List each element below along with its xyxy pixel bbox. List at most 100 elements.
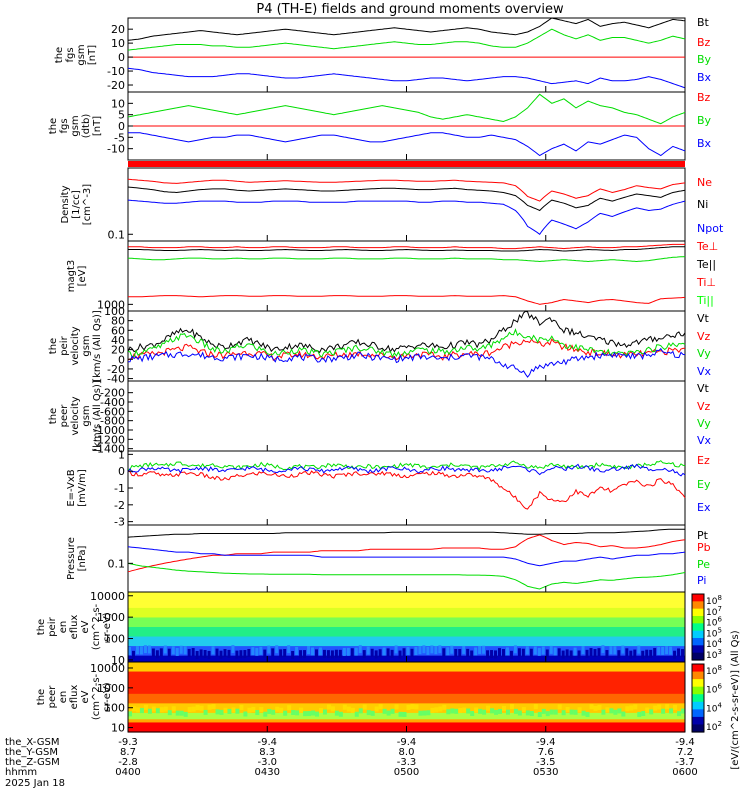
spectrogram-peer_en_eflux xyxy=(128,662,686,733)
spectrogram-speck xyxy=(454,708,459,714)
spectrogram-speck xyxy=(131,650,135,659)
spectrogram-speck xyxy=(442,648,446,657)
spectrogram-speck xyxy=(422,645,426,654)
spectrogram-speck xyxy=(271,709,276,715)
y-axis-label: Pressure[nPa] xyxy=(66,537,88,580)
spectrogram-speck xyxy=(215,648,219,657)
orbit-value: 7.6 xyxy=(538,747,554,758)
spectrogram-speck xyxy=(318,647,322,656)
spectrogram-speck xyxy=(143,704,148,710)
spectrogram-speck xyxy=(179,645,183,654)
colorbar-tick-base: 10 xyxy=(706,667,718,677)
spectrogram-speck xyxy=(330,650,334,659)
orbit-value: -9.4 xyxy=(257,737,277,748)
spectrogram-speck xyxy=(219,650,223,659)
spectrogram-speck xyxy=(338,711,343,717)
spectrogram-speck xyxy=(621,645,625,654)
spectrogram-speck xyxy=(649,709,654,715)
spectrogram-band xyxy=(128,697,685,701)
panel-frame xyxy=(127,167,686,242)
spectrogram-speck xyxy=(143,645,147,654)
y-axis-label: thepeerenefluxeV(cm^2-s-sr-eV) xyxy=(36,673,113,720)
spectrogram-speck xyxy=(402,648,406,657)
colorbar-band xyxy=(692,716,704,726)
series-line-peir_velocity-Vx xyxy=(128,347,686,378)
spectrogram-band xyxy=(128,693,685,698)
spectrogram-band xyxy=(128,677,685,682)
colorbar-band xyxy=(692,724,704,733)
spectrogram-band xyxy=(128,639,685,644)
y-axis-label-line: [eV] xyxy=(77,266,88,287)
spectrogram-speck xyxy=(299,650,303,659)
spectrogram-speck xyxy=(553,709,558,715)
legend-pressure-Pi: Pi xyxy=(697,574,706,587)
legend-pressure-Pb: Pb xyxy=(697,541,711,554)
spectrogram-speck xyxy=(609,646,613,655)
spectrogram-band xyxy=(128,716,685,720)
spectrogram-speck xyxy=(223,707,228,713)
spectrogram-speck xyxy=(513,708,518,714)
spectrogram-band xyxy=(128,595,685,599)
spectrogram-speck xyxy=(243,711,248,717)
spectrogram-speck xyxy=(541,708,546,714)
y-axis-label-line: en xyxy=(58,621,69,634)
orbit-value: 8.0 xyxy=(399,747,415,758)
spectrogram-speck xyxy=(231,645,235,654)
spectrogram-speck xyxy=(585,649,589,658)
spectrogram-speck xyxy=(601,709,606,715)
spectrogram-speck xyxy=(211,704,216,710)
spectrogram-band xyxy=(128,722,685,727)
spectrogram-speck xyxy=(541,646,545,655)
legend-fgs_gsm_detail-By: By xyxy=(697,114,712,127)
spectrogram-speck xyxy=(645,707,650,713)
legend-pressure-Pt: Pt xyxy=(697,529,709,542)
panel-frame xyxy=(127,310,686,382)
panel-frame xyxy=(127,380,686,452)
spectrogram-speck xyxy=(163,706,168,712)
y-tick-label: 10 xyxy=(111,654,125,667)
colorbar-tick-label: 103 xyxy=(706,648,722,661)
colorbar-band xyxy=(692,701,704,710)
y-axis-label-line: the xyxy=(36,689,47,705)
spectrogram-speck xyxy=(330,706,335,712)
y-axis-label-line: (cm^2-s- xyxy=(91,673,102,720)
y-tick-label: 5 xyxy=(118,109,125,122)
spectrogram-speck xyxy=(601,645,605,654)
spectrogram-band xyxy=(128,668,685,673)
spectrogram-speck xyxy=(410,704,415,710)
colorbar-tick-exp: 5 xyxy=(717,626,721,634)
spectrogram-speck xyxy=(613,646,617,655)
orbit-value: 8.7 xyxy=(120,747,136,758)
y-tick-label: 1000 xyxy=(97,611,125,624)
series-line-peir_velocity-Vy xyxy=(127,328,686,359)
spectrogram-peir_en_eflux xyxy=(128,592,685,663)
legend-temperature-Ti⊥: Ti⊥ xyxy=(696,276,716,289)
spectrogram-speck xyxy=(529,710,534,716)
y-tick-label: 0 xyxy=(118,51,125,64)
y-tick-label: 0 xyxy=(118,353,125,366)
y-axis-label-line: magt3 xyxy=(66,260,77,293)
orbit-value: -2.8 xyxy=(118,757,138,768)
spectrogram-speck xyxy=(573,709,578,715)
spectrogram-speck xyxy=(581,710,586,716)
colorbar xyxy=(691,663,705,733)
spectrogram-speck xyxy=(665,646,669,655)
spectrogram-speck xyxy=(474,647,478,656)
spectrogram-speck xyxy=(430,707,435,713)
y-tick-label: -20 xyxy=(107,363,125,376)
spectrogram-speck xyxy=(151,706,156,712)
spectrogram-speck xyxy=(291,709,296,715)
spectrogram-speck xyxy=(191,706,196,712)
spectrogram-speck xyxy=(342,647,346,656)
y-tick-label: 100 xyxy=(104,702,125,715)
colorbar-tick-base: 10 xyxy=(706,629,718,639)
colorbar-band xyxy=(692,594,704,602)
y-axis-label-line: [km/s (All Qs)] xyxy=(92,380,103,452)
spectrogram-speck xyxy=(370,710,375,716)
spectrogram-speck xyxy=(669,646,673,655)
spectrogram-speck xyxy=(406,647,410,656)
spectrogram-speck xyxy=(505,709,510,715)
legend-peer_velocity-Vx: Vx xyxy=(697,434,712,447)
spectrogram-speck xyxy=(155,650,159,659)
spectrogram-speck xyxy=(386,710,391,716)
